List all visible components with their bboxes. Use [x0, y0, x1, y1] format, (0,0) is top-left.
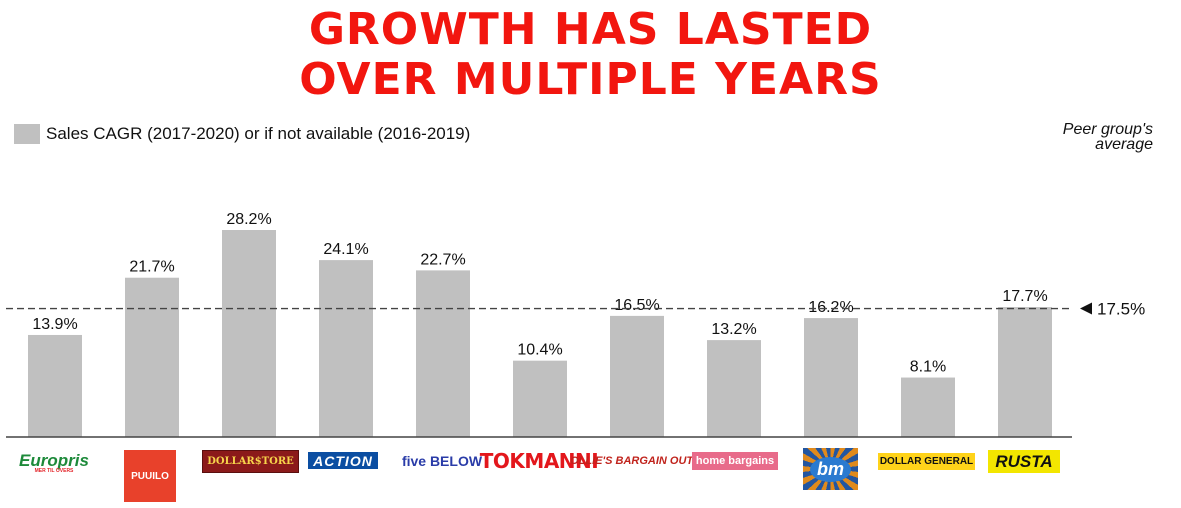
bar-value-label-4: 22.7%	[420, 251, 465, 268]
bar-5	[513, 360, 567, 437]
tokmanni-logo: TOKMANNI	[479, 449, 599, 473]
bar-0	[28, 334, 82, 437]
bar-10	[998, 307, 1052, 437]
bar-2	[222, 230, 276, 437]
peer-average-arrow-icon	[1080, 302, 1092, 315]
europris-logo-name: Europris	[19, 450, 89, 470]
bar-6	[610, 315, 664, 437]
home-bargains-logo: home bargains	[692, 452, 778, 470]
legend-swatch	[14, 124, 40, 144]
page-title-line-1: GROWTH HAS LASTED	[308, 4, 873, 55]
bar-value-label-0: 13.9%	[32, 316, 77, 333]
legend-label: Sales CAGR (2017-2020) or if not availab…	[46, 124, 471, 143]
ollies-logo: OLLIE'S BARGAIN OUTLET	[570, 455, 714, 467]
europris-logo: Europris MER TIL OVERS	[18, 450, 90, 476]
bar-value-label-6: 16.5%	[614, 297, 659, 314]
bar-3	[319, 260, 373, 437]
chart-legend: Sales CAGR (2017-2020) or if not availab…	[14, 123, 470, 145]
peer-average-value: 17.5%	[1097, 300, 1145, 319]
action-logo: ACTION	[308, 452, 378, 469]
europris-logo-tagline: MER TIL OVERS	[34, 467, 74, 474]
dollar-general-logo: DOLLAR GENERAL	[878, 453, 975, 470]
bar-value-label-3: 24.1%	[323, 241, 368, 258]
bar-value-label-1: 21.7%	[129, 259, 174, 276]
bm-logo: bm	[803, 448, 858, 490]
bar-7	[707, 340, 761, 437]
page-title-line-2: OVER MULTIPLE YEARS	[299, 54, 882, 105]
bar-value-label-2: 28.2%	[226, 211, 271, 228]
bar-8	[804, 318, 858, 437]
dollar-store-logo: DOLLAR$TORE	[202, 450, 299, 473]
bar-value-label-7: 13.2%	[711, 321, 756, 338]
bar-9	[901, 377, 955, 437]
bar-value-label-8: 16.2%	[808, 299, 853, 316]
bar-4	[416, 270, 470, 437]
rusta-logo: RUSTA	[988, 450, 1060, 473]
bar-value-label-10: 17.7%	[1002, 288, 1047, 305]
bm-logo-text: bm	[810, 456, 851, 482]
peer-caption-line-1: Peer group's	[1062, 121, 1153, 138]
bar-value-label-9: 8.1%	[910, 359, 946, 376]
puuilo-logo: PUUILO	[124, 450, 176, 502]
five-below-logo: five BELΟW	[401, 453, 483, 469]
bar-value-label-5: 10.4%	[517, 342, 562, 359]
peer-average-caption: Peer group's average	[1062, 121, 1153, 153]
bar-1	[125, 277, 179, 437]
peer-caption-line-2: average	[1095, 136, 1153, 153]
